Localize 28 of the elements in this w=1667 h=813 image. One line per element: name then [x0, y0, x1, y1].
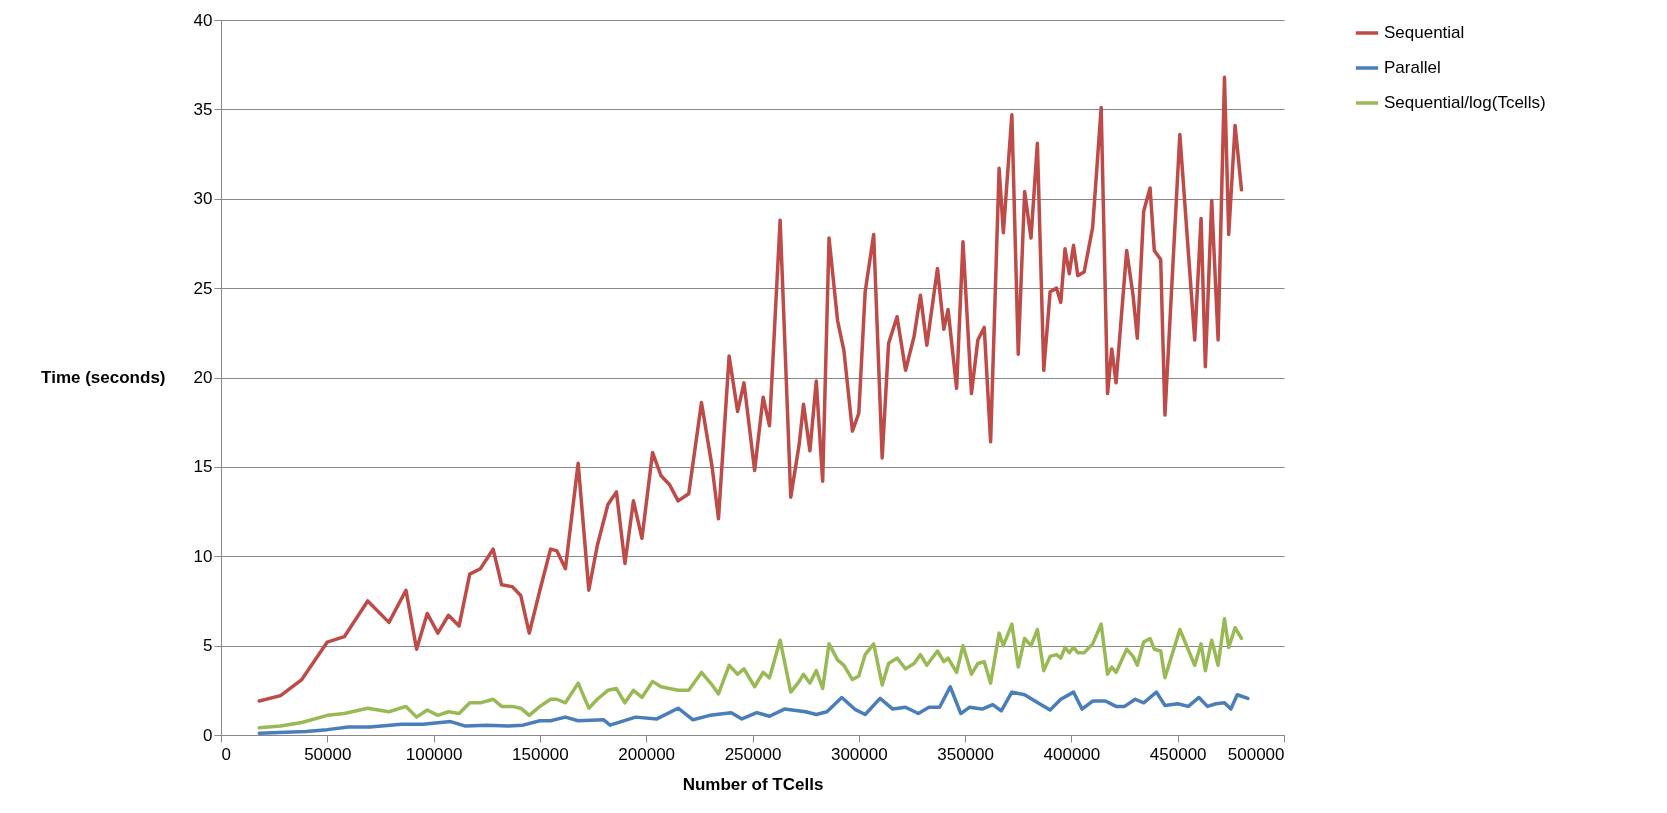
x-tick-label: 450000 [1149, 744, 1207, 764]
y-tick-label: 30 [193, 189, 213, 209]
y-tick-label: 40 [193, 10, 213, 30]
x-tick-label: 200000 [618, 744, 676, 764]
x-tick-label: 50000 [304, 744, 352, 764]
legend-label: Parallel [1384, 58, 1441, 77]
y-tick-label: 25 [193, 278, 213, 298]
x-tick-label: 250000 [724, 744, 782, 764]
legend-label: Sequential/log(Tcells) [1384, 93, 1546, 112]
line-series [257, 75, 1244, 703]
y-axis-title: Time (seconds) [41, 368, 166, 387]
x-tick-label: 400000 [1043, 744, 1101, 764]
y-tick-label: 0 [203, 725, 213, 745]
y-tick-label: 5 [203, 636, 213, 656]
x-tick-label: 300000 [830, 744, 888, 764]
y-tick-label: 35 [193, 99, 213, 119]
x-tick-label: 100000 [405, 744, 463, 764]
y-tick-label: 20 [193, 368, 213, 387]
x-tick-label: 0 [221, 744, 231, 764]
x-tick-label: 350000 [937, 744, 994, 764]
x-tick-label: 150000 [512, 744, 569, 764]
legend-label: Sequential [1384, 23, 1465, 42]
line-series [257, 617, 1244, 730]
y-tick-label: 15 [193, 457, 213, 477]
x-axis-title: Number of TCells [682, 774, 824, 794]
x-tick-label: 500000 [1227, 744, 1285, 764]
y-tick-label: 10 [193, 546, 213, 566]
line-series [257, 684, 1250, 735]
